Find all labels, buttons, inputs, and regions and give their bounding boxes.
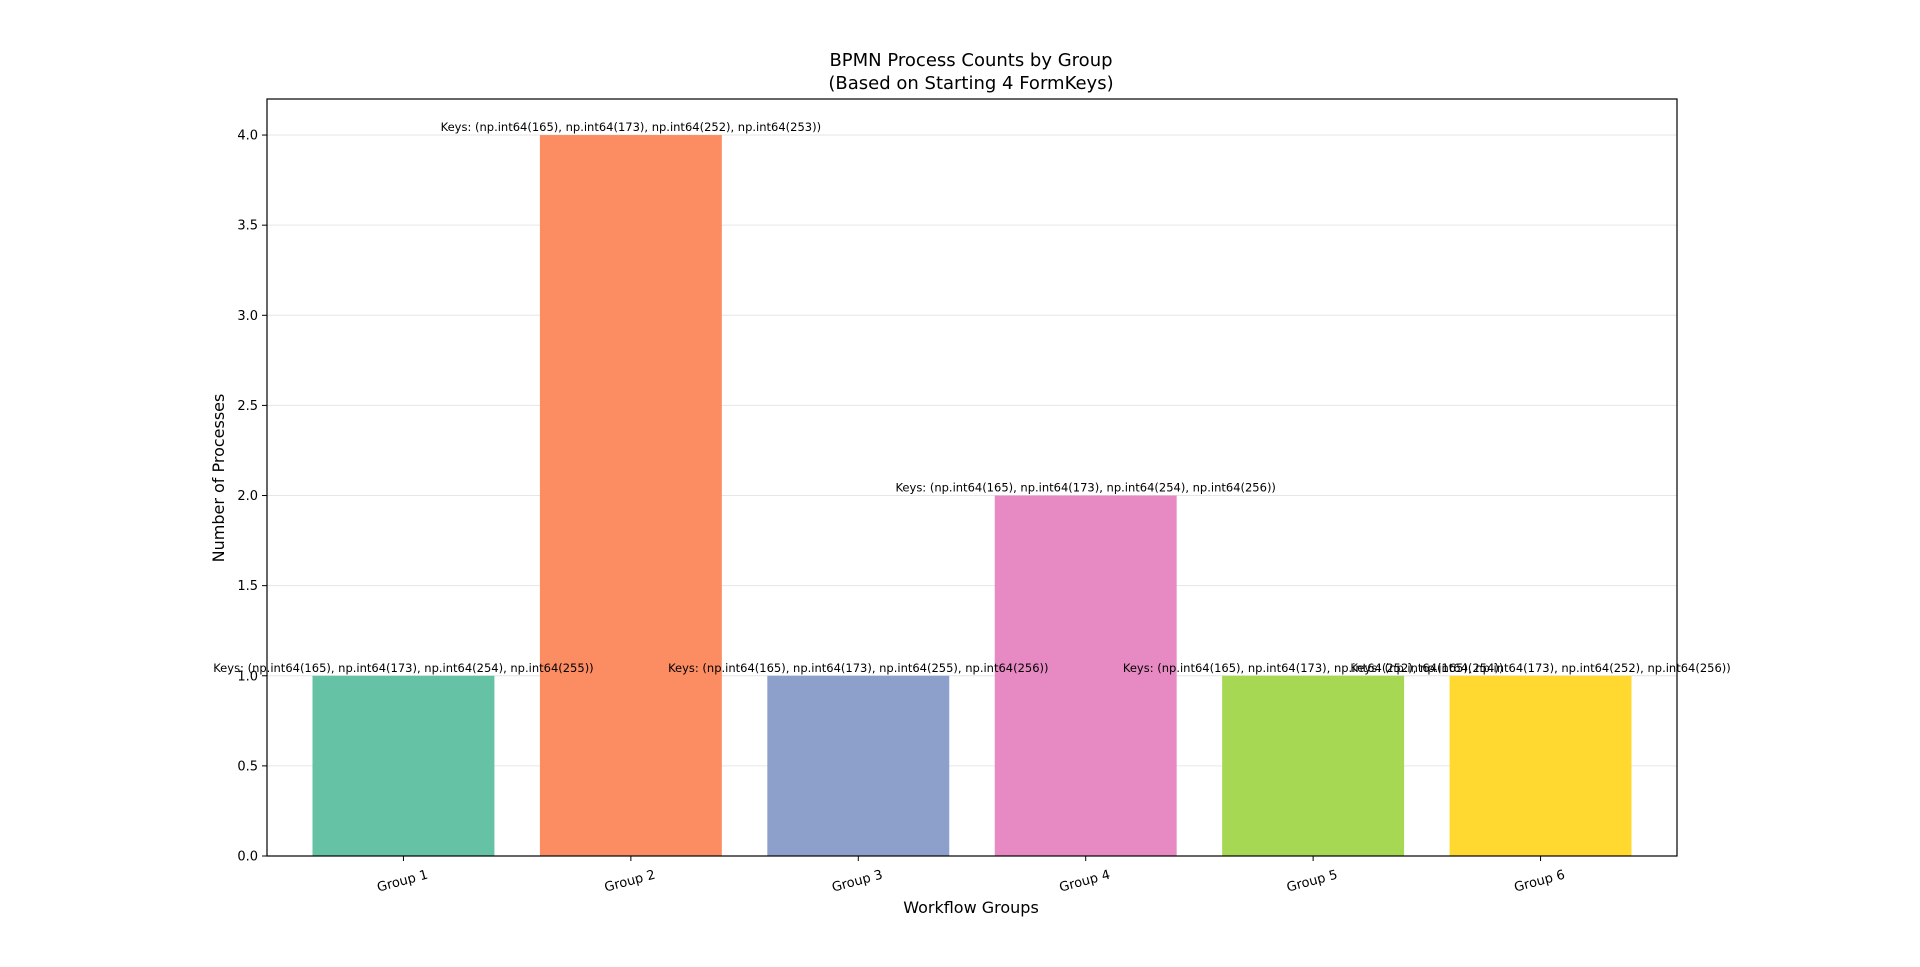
bar-data-label: Keys: (np.int64(165), np.int64(173), np.… <box>441 120 821 134</box>
y-tick-label: 1.5 <box>237 579 258 594</box>
bar-group-3 <box>767 675 950 856</box>
plot-frame <box>266 98 1678 857</box>
bar-data-label: Keys: (np.int64(165), np.int64(173), np.… <box>1350 661 1730 675</box>
chart-subtitle: (Based on Starting 4 FormKeys) <box>828 73 1113 94</box>
y-tick-label: 0.5 <box>237 759 258 774</box>
chart-title: BPMN Process Counts by Group <box>829 50 1112 71</box>
bar-group-6 <box>1449 675 1632 856</box>
y-axis-ticks: 0.0 0.5 1.0 1.5 2.0 2.5 3.0 3.5 4.0 <box>237 129 267 865</box>
y-tick-label: 3.5 <box>237 219 258 234</box>
y-tick-label: 0.0 <box>237 850 258 865</box>
bar-group-1 <box>312 675 495 856</box>
data-labels: Keys: (np.int64(165), np.int64(173), np.… <box>213 120 1731 675</box>
y-tick-label: 3.0 <box>237 309 258 324</box>
bar-group-4 <box>994 495 1177 856</box>
y-tick-label: 1.0 <box>237 669 258 684</box>
bar-data-label: Keys: (np.int64(165), np.int64(173), np.… <box>668 661 1048 675</box>
y-tick-label: 2.0 <box>237 489 258 504</box>
y-axis-label: Number of Processes <box>209 394 228 563</box>
bar-data-label: Keys: (np.int64(165), np.int64(173), np.… <box>895 481 1275 495</box>
y-tick-label: 2.5 <box>237 399 258 414</box>
bar-data-label: Keys: (np.int64(165), np.int64(173), np.… <box>1123 661 1503 675</box>
bar-data-label: Keys: (np.int64(165), np.int64(173), np.… <box>213 661 593 675</box>
y-tick-label: 4.0 <box>237 129 258 144</box>
bar-group-5 <box>1222 675 1405 856</box>
x-axis-label: Workflow Groups <box>903 898 1039 917</box>
bar-group-2 <box>539 135 722 857</box>
bars <box>312 135 1632 857</box>
